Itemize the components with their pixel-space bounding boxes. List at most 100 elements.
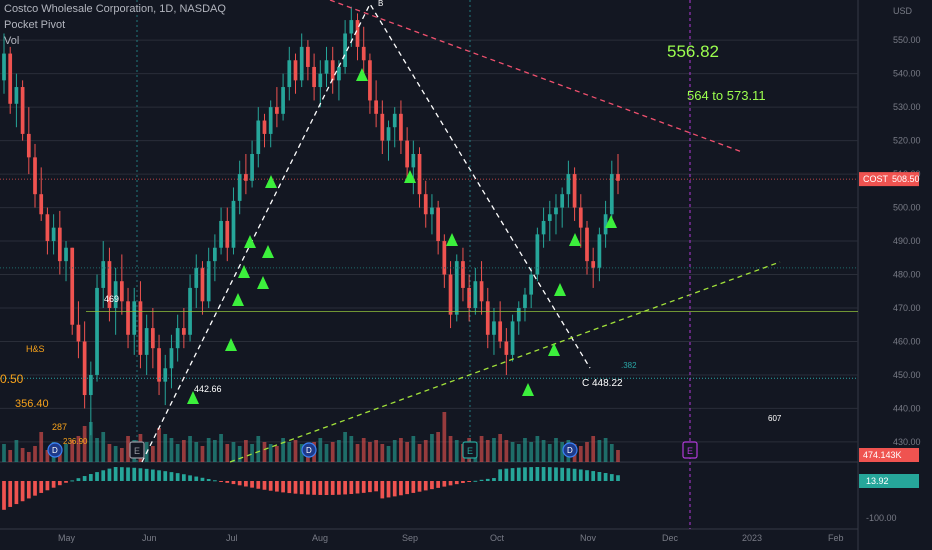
earnings-marker <box>682 441 698 459</box>
volume-bar <box>560 442 565 462</box>
oscillator-bar <box>250 481 254 488</box>
candle-body <box>95 287 99 375</box>
volume-bar <box>213 440 217 462</box>
oscillator-bar <box>318 481 323 495</box>
pocket-pivot-triangle <box>605 215 617 228</box>
pocket-pivot-triangle <box>265 175 277 188</box>
volume-bar <box>163 434 168 462</box>
volume-bar <box>603 438 608 462</box>
earnings-marker <box>129 441 145 459</box>
oscillator-bar <box>374 481 378 492</box>
oscillator-bar <box>150 469 155 481</box>
volume-bar <box>8 450 13 462</box>
candle-body <box>355 20 360 47</box>
oscillator-bar <box>616 475 620 481</box>
volume-bar <box>88 422 93 462</box>
oscillator-bar <box>312 481 316 495</box>
volume-bar <box>76 436 81 462</box>
oscillator-bar <box>95 472 99 481</box>
volume-bar <box>454 440 459 462</box>
price-tick-label: 500.00 <box>893 203 921 213</box>
volume-bar <box>417 444 422 462</box>
candle-body <box>318 73 323 88</box>
volume-bar <box>26 452 31 462</box>
volume-bar <box>448 436 453 462</box>
oscillator-bar <box>454 481 459 485</box>
oscillator-bar <box>498 469 503 481</box>
pattern-label: 0.50 <box>0 372 24 386</box>
dividend-marker-label: D <box>306 446 312 455</box>
volume-bar <box>510 442 515 462</box>
pattern-label: 356.40 <box>15 398 49 410</box>
volume-bar <box>262 442 267 462</box>
indicator-pocket-pivot[interactable]: Pocket Pivot <box>4 19 66 31</box>
volume-bar <box>231 442 236 462</box>
oscillator-bar <box>547 467 552 481</box>
oscillator-bar <box>119 467 124 481</box>
volume-bar <box>591 436 596 462</box>
volume-bar <box>82 426 87 462</box>
oscillator-bar <box>175 473 180 481</box>
oscillator-bar <box>448 481 453 486</box>
candle-body <box>603 214 608 235</box>
oscillator-bar <box>380 481 385 499</box>
volume-bar <box>181 440 186 462</box>
candle-body <box>368 60 372 101</box>
oscillator-bar <box>324 481 329 495</box>
oscillator-bar <box>262 481 267 490</box>
candle-body <box>591 261 596 268</box>
oscillator-bar <box>386 481 391 498</box>
candle-body <box>194 267 199 288</box>
price-axis: 550.00540.00530.00520.00510.00500.00490.… <box>859 6 921 523</box>
volume-bar <box>405 442 409 462</box>
volume-bar <box>554 438 558 462</box>
candle-body <box>423 194 428 215</box>
oscillator-bar <box>57 481 62 486</box>
candle-body <box>225 220 230 248</box>
candle-body <box>250 154 254 181</box>
oscillator-bar <box>560 467 565 481</box>
candle-body <box>275 107 279 114</box>
candle-body <box>312 66 316 88</box>
volume-bar <box>206 438 211 462</box>
volume-bar <box>492 438 496 462</box>
candle-body <box>523 294 527 308</box>
volume-bar <box>523 438 527 462</box>
candle-body <box>26 133 31 158</box>
candle-body <box>436 207 441 242</box>
drawings: H&S 0.50 356.40 287 236.90 469 442.66 C 448.22.… <box>0 0 858 529</box>
earnings-marker <box>462 441 478 459</box>
time-tick-label: Feb <box>828 533 844 543</box>
candle-body <box>163 368 168 382</box>
oscillator-bar <box>504 468 509 481</box>
oscillator-bar <box>225 481 230 483</box>
candle-body <box>88 374 93 396</box>
oscillator-value: 13.92 <box>866 476 889 486</box>
volume-bar <box>442 412 447 462</box>
pocket-pivot-triangle <box>225 338 237 351</box>
oscillator-bar <box>70 480 75 482</box>
time-tick-label: Jul <box>226 533 238 543</box>
volume-bar <box>126 436 130 462</box>
oscillator-bar <box>144 468 149 481</box>
oscillator-bar <box>492 478 496 481</box>
oscillator-bar <box>330 481 335 495</box>
oscillator-bar <box>417 481 422 492</box>
candle-body <box>45 214 50 242</box>
volume-bar <box>119 448 124 462</box>
oscillator-bar <box>597 472 602 481</box>
candle-body <box>169 348 174 369</box>
candle-body <box>386 127 391 141</box>
candle-body <box>504 341 509 355</box>
candle-body <box>430 207 434 215</box>
indicator-volume[interactable]: Vol <box>4 35 20 47</box>
oscillator-bar <box>299 481 304 495</box>
volume-bar <box>529 442 534 462</box>
candle-body <box>219 220 223 248</box>
candle-body <box>330 60 335 81</box>
volume-bar <box>516 444 521 462</box>
candle-body <box>268 107 273 134</box>
earnings-marker-label: E <box>687 446 693 456</box>
